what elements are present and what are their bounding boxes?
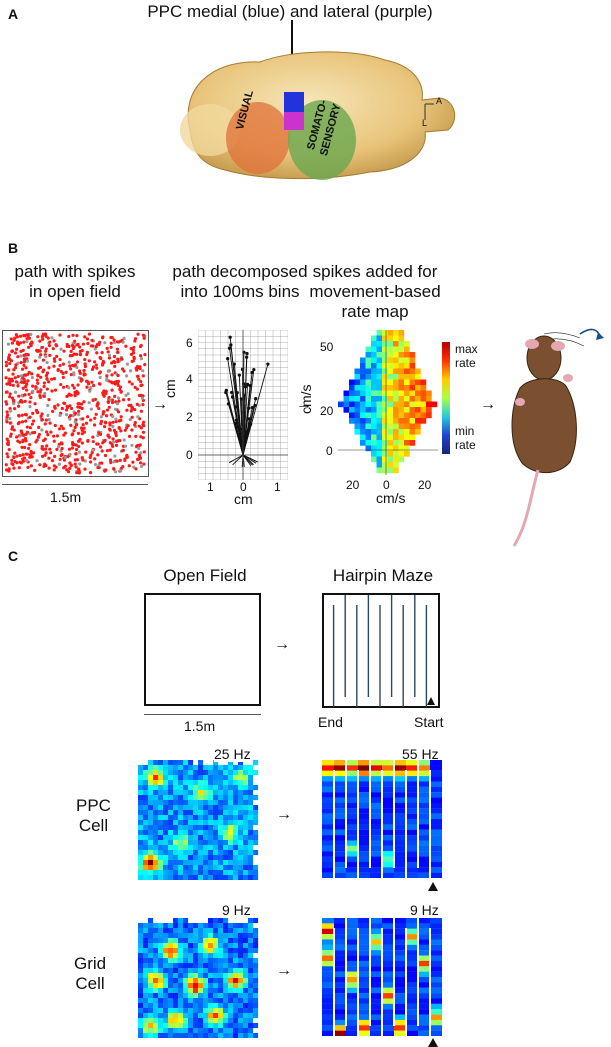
vec-ytick-2: 2 <box>186 410 193 424</box>
col3-line1: spikes added for <box>312 262 438 281</box>
rate-xlabel: cm/s <box>376 490 406 506</box>
panel-a-label: A <box>8 6 19 22</box>
rate-ytick-20: 20 <box>320 404 334 418</box>
ppc-hairpin-ratemap <box>322 760 442 878</box>
start-label: Start <box>414 714 444 730</box>
ppc-label-2: Cell <box>78 816 109 835</box>
rate-xtick-r: 20 <box>418 478 432 492</box>
vector-plot <box>198 330 288 480</box>
ppc-start-marker <box>428 882 438 891</box>
cbar-min-2: rate <box>455 438 476 452</box>
col2-line2: into 100ms bins <box>180 282 300 301</box>
ppc-medial <box>284 92 304 112</box>
visual-region <box>226 102 290 174</box>
arrow-b2: → <box>296 396 312 413</box>
grid-label-2: Cell <box>75 974 105 993</box>
mouse-illustration <box>511 328 604 547</box>
arrow-b1: → <box>152 396 168 413</box>
somatosensory-region <box>288 100 356 180</box>
axis-l-label: L <box>422 118 428 128</box>
vec-ylabel: cm <box>162 379 178 398</box>
vec-ytick-0: 0 <box>186 448 193 462</box>
grid-start-marker <box>428 1038 438 1047</box>
rate-ytick-50: 50 <box>320 340 334 354</box>
hairpin-title: Hairpin Maze <box>332 566 434 585</box>
rate-colorbar <box>442 342 450 454</box>
cbar-max-1: max <box>455 342 478 356</box>
col3-header: spikes added for movement-based rate map <box>300 262 450 322</box>
col1-header: path with spikes in open field <box>0 262 150 302</box>
grid-open-field-ratemap <box>138 918 259 1038</box>
vec-ytick-4: 4 <box>186 372 193 386</box>
c-scale-label: 1.5m <box>184 718 216 734</box>
cbar-min-1: min <box>455 424 475 438</box>
rate-xtick-l: 20 <box>346 478 360 492</box>
vec-ytick-6: 6 <box>186 336 193 350</box>
col1-line1: path with spikes <box>14 262 136 281</box>
movement-rate-map <box>338 330 438 475</box>
grid-of-rate: 9 Hz <box>222 902 251 918</box>
col3-line3: rate map <box>341 302 409 321</box>
ppc-lateral <box>284 112 304 130</box>
rate-ytick-0: 0 <box>326 444 333 458</box>
b-scale-label: 1.5m <box>50 489 82 505</box>
rate-xtick-0: 0 <box>383 478 390 492</box>
b-scale-line <box>2 484 148 485</box>
c-scale-line <box>144 714 261 715</box>
end-label: End <box>318 714 343 730</box>
panel-c-label: C <box>8 548 19 564</box>
open-field-box <box>144 593 261 706</box>
open-field-title: Open Field <box>163 566 247 585</box>
cbar-max-2: rate <box>455 356 476 370</box>
rate-ylabel: cm/s <box>298 384 314 414</box>
col1-line2: in open field <box>29 282 121 301</box>
vec-xtick-0: 0 <box>240 480 247 494</box>
grid-hairpin-ratemap <box>322 918 442 1036</box>
brain-image <box>180 20 456 180</box>
panel-b-label: B <box>8 240 19 256</box>
grid-cell-label: Grid Cell <box>74 954 106 994</box>
grid-label-1: Grid <box>74 954 107 973</box>
ppc-open-field-ratemap <box>138 760 259 880</box>
vec-xtick-l: 1 <box>207 480 214 494</box>
ppc-of-rate: 25 Hz <box>214 746 251 762</box>
ppc-hp-rate: 55 Hz <box>402 746 439 762</box>
spike-path-field <box>2 330 149 477</box>
col3-line2: movement-based <box>309 282 441 301</box>
axis-a-label: A <box>436 96 443 106</box>
ppc-label-1: PPC <box>76 796 111 815</box>
vec-xtick-r: 1 <box>274 480 281 494</box>
panel-a-title: PPC medial (blue) and lateral (purple) <box>147 2 433 21</box>
col2-header: path decomposed into 100ms bins <box>165 262 315 302</box>
arrow-b3: → <box>480 396 496 413</box>
arrow-c2: → <box>276 806 292 823</box>
col2-line1: path decomposed <box>172 262 308 281</box>
arrow-c1: → <box>274 636 290 653</box>
hairpin-maze-diagram <box>322 593 440 708</box>
ppc-cell-label: PPC Cell <box>76 796 111 836</box>
grid-hp-rate: 9 Hz <box>410 902 439 918</box>
arrow-c3: → <box>276 962 292 979</box>
vec-xlabel: cm <box>234 491 253 507</box>
